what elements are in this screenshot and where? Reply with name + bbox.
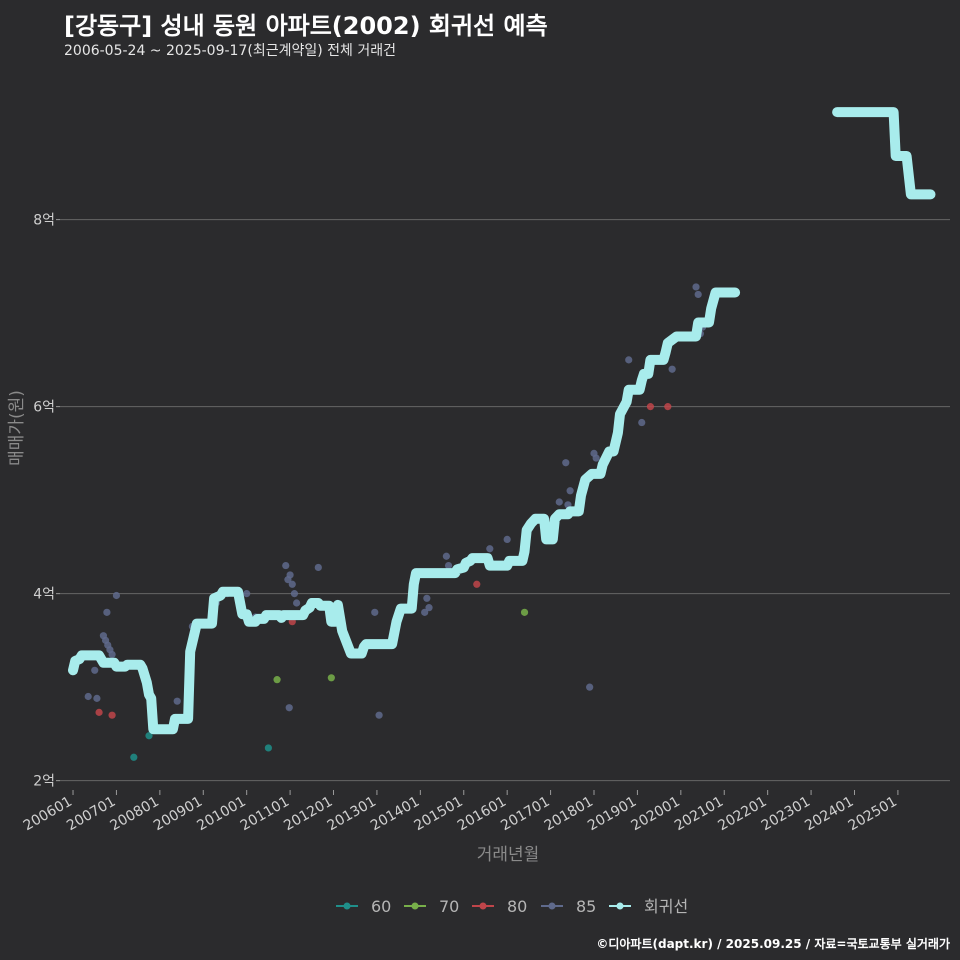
regression-line [68, 287, 741, 735]
grid-lines [60, 219, 950, 782]
page-subtitle: 2006-05-24 ~ 2025-09-17(최근계약일) 전체 거래건 [64, 43, 396, 59]
y-tick-label: 2억 [33, 774, 55, 790]
scatter-point-85 [444, 561, 453, 570]
scatter-point-85 [668, 365, 676, 373]
scatter-point-85 [285, 704, 293, 712]
scatter-point-80 [108, 711, 116, 719]
legend-swatch-dot [343, 902, 351, 910]
x-tick-label: 200801 [108, 794, 162, 835]
x-tick-label: 202201 [715, 794, 769, 835]
x-tick-label: 201401 [368, 794, 422, 835]
scatter-point-85 [112, 591, 121, 600]
scatter-point-70 [273, 676, 281, 684]
x-tick-label: 202401 [802, 794, 856, 835]
scatter-point-60 [130, 753, 138, 761]
x-tick-label: 201901 [585, 794, 639, 835]
x-tick-label: 201001 [194, 794, 248, 835]
scatter-point-85 [503, 535, 511, 544]
scatter-points [84, 283, 707, 761]
x-tick-label: 201301 [325, 794, 379, 835]
legend-label: 회귀선 [644, 897, 688, 916]
regression-forecast-line [832, 107, 936, 200]
scatter-point-85 [486, 545, 494, 553]
y-axis-label: 매매가(원) [7, 390, 27, 466]
scatter-point-85 [442, 552, 450, 560]
legend-label: 60 [371, 897, 391, 916]
scatter-point-85 [562, 459, 570, 467]
y-axis-ticks: 2억 4억 6억 8억 [33, 213, 60, 790]
scatter-point-80 [646, 403, 655, 411]
scatter-point-85 [555, 498, 563, 506]
legend-label: 80 [507, 897, 527, 916]
scatter-point-85 [421, 608, 429, 616]
x-tick-label: 201601 [455, 794, 509, 835]
legend-swatch-dot [411, 902, 419, 910]
scatter-point-85 [293, 599, 301, 607]
legend: 60 70 80 85 회귀선 [336, 897, 688, 916]
scatter-point-85 [371, 608, 379, 616]
scatter-point-85 [423, 594, 431, 602]
y-tick-label: 8억 [33, 213, 55, 229]
scatter-point-70 [327, 674, 335, 682]
scatter-point-85 [290, 590, 299, 598]
scatter-point-85 [592, 454, 600, 462]
x-tick-label: 202501 [846, 794, 900, 835]
scatter-point-85 [692, 283, 700, 291]
x-tick-label: 202101 [672, 794, 726, 835]
x-tick-label: 201701 [498, 794, 552, 835]
scatter-point-85 [638, 418, 646, 427]
x-tick-label: 201801 [542, 794, 596, 835]
scatter-point-60 [145, 732, 153, 740]
x-tick-label: 200901 [151, 794, 205, 835]
source-caption: ©디아파트(dapt.kr) / 2025.09.25 / 자료=국토교통부 실… [596, 937, 950, 951]
legend-swatch-dot [548, 902, 556, 910]
legend-label: 85 [576, 897, 596, 916]
scatter-point-85 [84, 692, 92, 701]
scatter-point-85 [288, 580, 296, 588]
x-tick-label: 201201 [281, 794, 335, 835]
scatter-point-85 [586, 683, 594, 691]
legend-label: 70 [439, 897, 459, 916]
scatter-point-85 [173, 697, 181, 705]
scatter-point-85 [314, 563, 322, 572]
legend-swatch-dot [479, 902, 487, 910]
x-axis-ticks: 2006012007012008012009012010012011012012… [21, 790, 900, 834]
scatter-point-85 [93, 694, 101, 702]
x-tick-label: 201501 [411, 794, 465, 835]
y-tick-label: 4억 [33, 587, 55, 603]
scatter-point-85 [103, 608, 111, 616]
x-tick-label: 200701 [64, 794, 118, 835]
x-tick-label: 200601 [21, 794, 75, 835]
scatter-point-85 [625, 356, 633, 364]
scatter-point-70 [520, 608, 529, 616]
x-tick-label: 202001 [629, 794, 683, 835]
scatter-point-85 [282, 561, 290, 570]
scatter-point-85 [566, 487, 574, 495]
scatter-point-85 [286, 571, 294, 579]
scatter-point-85 [425, 604, 433, 612]
scatter-point-85 [108, 650, 116, 659]
y-tick-label: 6억 [33, 400, 55, 416]
regression-line-layer [68, 107, 936, 735]
scatter-point-60 [264, 744, 272, 752]
scatter-point-85 [91, 666, 99, 674]
legend-swatch-dot [616, 902, 624, 910]
scatter-point-85 [694, 290, 702, 299]
scatter-point-80 [95, 708, 103, 716]
page-title: [강동구] 성내 동원 아파트(2002) 회귀선 예측 [64, 12, 548, 40]
scatter-point-80 [664, 403, 672, 411]
x-tick-label: 202301 [759, 794, 813, 835]
x-axis-label: 거래년월 [477, 845, 540, 865]
scatter-point-85 [243, 590, 251, 598]
x-tick-label: 201101 [238, 794, 292, 835]
scatter-point-85 [375, 711, 383, 719]
scatter-point-80 [473, 580, 481, 588]
